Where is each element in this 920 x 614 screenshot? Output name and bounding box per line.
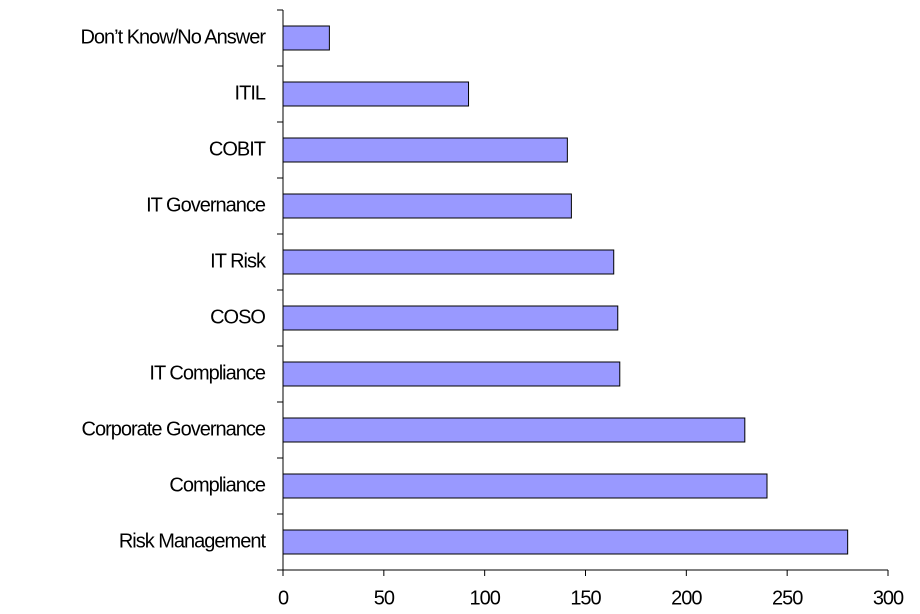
x-tick-label: 250: [772, 587, 803, 609]
y-tick-label: COSO: [210, 306, 265, 328]
y-tick-label: Compliance: [169, 474, 265, 496]
y-tick-label: IT Governance: [146, 194, 266, 216]
y-tick-label: Corporate Governance: [82, 418, 266, 440]
bar: [282, 305, 619, 331]
y-tick-label: IT Risk: [210, 250, 267, 272]
y-tick-label: Risk Management: [119, 530, 267, 552]
y-tick-label: IT Compliance: [149, 362, 265, 384]
bar: [282, 417, 746, 443]
bar: [282, 193, 572, 219]
x-tick-label: 100: [469, 587, 500, 609]
bar: [282, 473, 768, 499]
bar: [282, 81, 470, 107]
bar: [282, 25, 330, 51]
bar: [282, 529, 849, 555]
x-tick-label: 50: [374, 587, 395, 609]
bar: [282, 137, 568, 163]
x-tick-label: 300: [873, 587, 904, 609]
y-tick-label: ITIL: [235, 82, 266, 104]
bar: [282, 361, 621, 387]
y-tick-label: Don’t Know/No Answer: [80, 26, 266, 48]
x-tick-label: 0: [278, 587, 289, 609]
y-tick-label: COBIT: [209, 138, 266, 160]
x-tick-label: 150: [570, 587, 601, 609]
x-tick-label: 200: [671, 587, 702, 609]
bar: [282, 249, 615, 275]
